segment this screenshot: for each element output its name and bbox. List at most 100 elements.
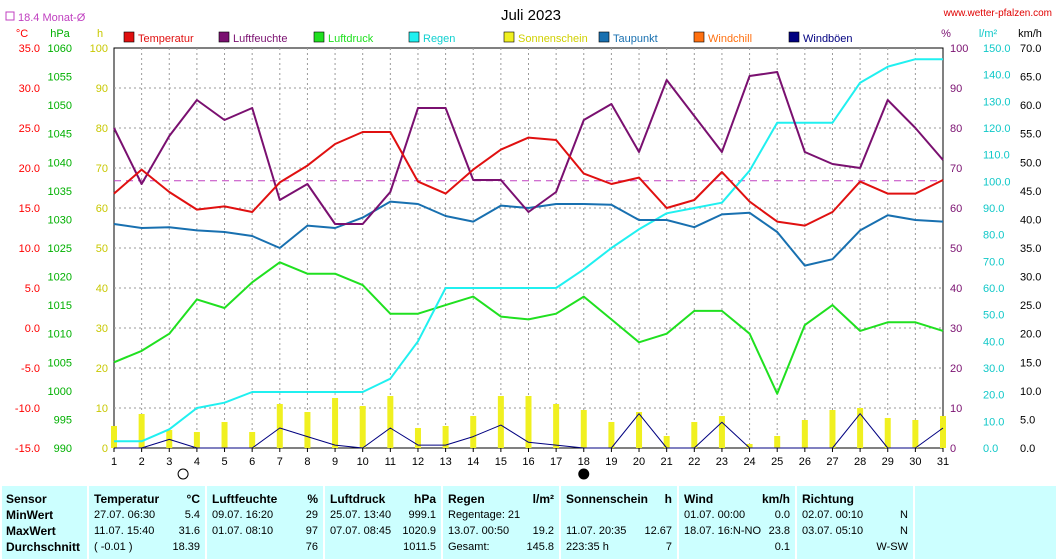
stats-row-min: MinWert 27.07. 06:30 5.4 09.07. 16:20 29…: [0, 507, 1058, 523]
wind-tick-label: 50.0: [1020, 157, 1041, 169]
x-tick-label: 29: [882, 456, 894, 468]
temp-tick-label: -15.0: [15, 443, 40, 455]
source-link[interactable]: www.wetter-pfalzen.com: [943, 8, 1052, 19]
rain-tick-label: 30.0: [983, 363, 1004, 375]
stats-cell: 07.07. 08:45: [330, 525, 392, 537]
stats-col-sensor: [2, 486, 87, 559]
sunshine-bar: [746, 444, 753, 448]
temp-tick-label: -5.0: [21, 363, 40, 375]
humidity-tick-label: 10: [950, 403, 962, 415]
pressure-tick-label: 1035: [48, 186, 72, 198]
sunshine-bar: [193, 432, 200, 448]
stats-header-rain: Regen: [448, 492, 485, 506]
x-tick-label: 19: [605, 456, 617, 468]
stats-cell: W-SW: [876, 541, 908, 553]
sun-tick-label: 70: [96, 163, 108, 175]
temp-tick-label: 35.0: [19, 43, 40, 55]
pressure-tick-label: 1045: [48, 129, 72, 141]
x-tick-label: 5: [221, 456, 227, 468]
x-tick-label: 16: [522, 456, 534, 468]
temp-unit-label: °C: [16, 28, 28, 40]
wind-tick-label: 60.0: [1020, 100, 1041, 112]
stats-row-label: Durchschnitt: [6, 540, 81, 554]
sunshine-bar: [857, 408, 864, 448]
rain-tick-label: 110.0: [983, 150, 1010, 162]
sunshine-bar: [332, 398, 339, 448]
series-luftfeuchte: [113, 71, 944, 225]
stats-cell: 11.07. 15:40: [94, 525, 155, 537]
pressure-tick-label: 1040: [48, 157, 72, 169]
stats-header-humidity-unit: %: [307, 492, 318, 506]
stats-header-sun-unit: h: [664, 492, 672, 506]
stats-cell: 223:35 h: [566, 541, 609, 553]
stats-header-pressure-unit: hPa: [413, 492, 436, 506]
legend-label: Windböen: [803, 33, 853, 45]
pressure-tick-label: 1005: [48, 357, 72, 369]
x-tick-label: 13: [439, 456, 451, 468]
x-tick-label: 25: [771, 456, 783, 468]
wind-tick-label: 20.0: [1020, 329, 1041, 341]
humidity-tick-label: 80: [950, 123, 962, 135]
legend-label: Temperatur: [138, 33, 194, 45]
pressure-tick-label: 1015: [48, 300, 72, 312]
sunshine-bar: [608, 422, 615, 448]
rain-tick-label: 60.0: [983, 283, 1004, 295]
stats-cell: 27.07. 06:30: [94, 509, 156, 521]
pressure-tick-label: 1050: [48, 100, 72, 112]
sunshine-bar: [387, 396, 394, 448]
rain-tick-label: 150.0: [983, 43, 1011, 55]
stats-cell: N: [900, 509, 908, 521]
pressure-tick-label: 1020: [48, 272, 72, 284]
sunshine-bar: [276, 404, 283, 448]
rain-tick-label: 80.0: [983, 230, 1004, 242]
stats-cell: Gesamt:: [448, 541, 490, 553]
sun-tick-label: 40: [96, 283, 108, 295]
stats-cell: ( -0.01 ): [94, 541, 133, 553]
stats-col-extra: [915, 486, 1056, 559]
sun-tick-label: 80: [96, 123, 108, 135]
sunshine-bar: [801, 420, 808, 448]
stats-cell: 76: [305, 541, 318, 553]
stats-cell: 09.07. 16:20: [212, 509, 274, 521]
legend-swatch: [313, 31, 325, 43]
x-tick-label: 23: [716, 456, 728, 468]
stats-header-temp-unit: °C: [186, 492, 200, 506]
stats-cell: 5.4: [184, 509, 200, 521]
temp-tick-label: 20.0: [19, 163, 40, 175]
sunshine-bar: [249, 432, 256, 448]
sunshine-bar: [221, 422, 228, 448]
legend-label: Luftdruck: [328, 33, 374, 45]
series-taupunkt: [113, 200, 944, 267]
sunshine-bar: [470, 416, 477, 448]
pressure-tick-label: 1000: [48, 386, 72, 398]
rain-tick-label: 20.0: [983, 390, 1004, 402]
sun-tick-label: 20: [96, 363, 108, 375]
stats-header-pressure: Luftdruck: [330, 492, 386, 506]
stats-header-rain-unit: l/m²: [532, 492, 554, 506]
sun-unit-label: h: [97, 28, 103, 40]
chart-title: Juli 2023: [501, 7, 561, 24]
x-tick-label: 7: [277, 456, 283, 468]
wind-tick-label: 5.0: [1020, 414, 1035, 426]
wind-tick-label: 30.0: [1020, 272, 1041, 284]
humidity-tick-label: 0: [950, 443, 956, 455]
stats-cell: 145.8: [526, 541, 554, 553]
x-tick-label: 3: [166, 456, 172, 468]
stats-cell: 0.1: [774, 541, 790, 553]
x-tick-label: 28: [854, 456, 866, 468]
stats-header-row: Sensor Temperatur °C Luftfeuchte % Luftd…: [0, 491, 1058, 507]
humidity-tick-label: 70: [950, 163, 962, 175]
sunshine-bar: [636, 412, 643, 448]
stats-cell: 1020.9: [402, 525, 436, 537]
rain-unit-label: l/m²: [979, 28, 998, 40]
legend-swatch: [693, 31, 705, 43]
wind-unit-label: km/h: [1018, 28, 1042, 40]
sunshine-bar: [691, 422, 698, 448]
stats-col-pressure: [325, 486, 441, 559]
humidity-tick-label: 40: [950, 283, 962, 295]
weather-chart: 1 2 3 4 5 6 7 8 9 10 11 12 13 14 15 16 17 18 19 20 21 22 23 24 2…: [5, 7, 1052, 480]
stats-col-rain: [443, 486, 559, 559]
stats-row-avg: Durchschnitt ( -0.01 ) 18.39 76 1011.5 G…: [0, 539, 1058, 555]
legend-label: Sonnenschein: [518, 33, 588, 45]
rain-tick-label: 90.0: [983, 203, 1004, 215]
